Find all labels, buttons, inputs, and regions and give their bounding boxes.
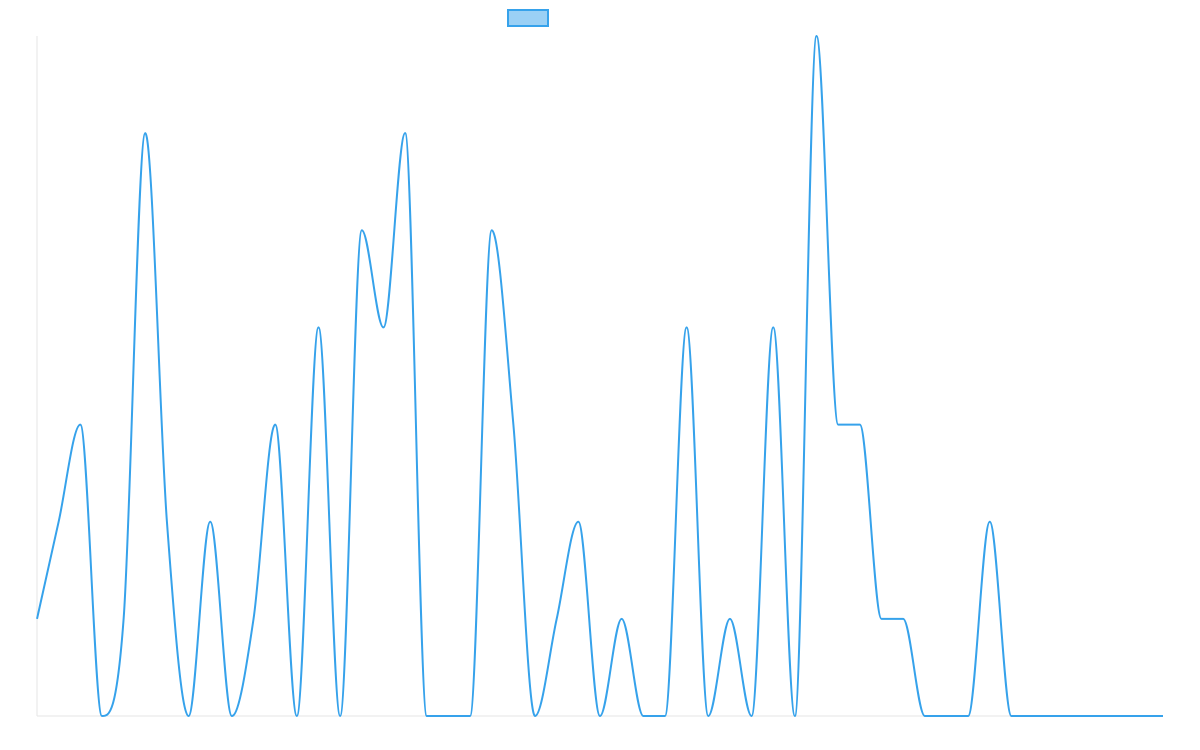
data-point[interactable]: [445, 713, 451, 719]
data-point[interactable]: [705, 713, 711, 719]
data-point[interactable]: [186, 713, 192, 719]
data-point[interactable]: [1095, 713, 1101, 719]
data-point[interactable]: [727, 616, 733, 622]
data-point[interactable]: [77, 422, 83, 428]
data-point[interactable]: [1117, 713, 1123, 719]
data-point[interactable]: [619, 616, 625, 622]
data-point[interactable]: [922, 713, 928, 719]
data-point[interactable]: [554, 616, 560, 622]
data-point[interactable]: [1052, 713, 1058, 719]
data-point[interactable]: [792, 713, 798, 719]
data-point[interactable]: [1008, 713, 1014, 719]
data-point[interactable]: [56, 519, 62, 525]
data-point[interactable]: [229, 713, 235, 719]
series-line-0[interactable]: [36, 35, 1163, 717]
data-point[interactable]: [900, 616, 906, 622]
data-point[interactable]: [662, 713, 668, 719]
data-point[interactable]: [34, 616, 40, 622]
data-point[interactable]: [965, 713, 971, 719]
data-point[interactable]: [640, 713, 646, 719]
data-point[interactable]: [359, 227, 365, 233]
data-point[interactable]: [207, 519, 213, 525]
data-point[interactable]: [272, 422, 278, 428]
data-point[interactable]: [121, 616, 127, 622]
data-point[interactable]: [597, 713, 603, 719]
data-point[interactable]: [987, 519, 993, 525]
data-point[interactable]: [337, 713, 343, 719]
data-point[interactable]: [879, 616, 885, 622]
data-point[interactable]: [1138, 713, 1144, 719]
data-point[interactable]: [770, 324, 776, 330]
data-point[interactable]: [857, 422, 863, 428]
data-point[interactable]: [489, 227, 495, 233]
data-point[interactable]: [814, 33, 820, 39]
data-point[interactable]: [510, 422, 516, 428]
series-layer: [34, 33, 1166, 719]
data-point[interactable]: [749, 713, 755, 719]
data-point[interactable]: [251, 616, 257, 622]
data-point[interactable]: [467, 713, 473, 719]
data-point[interactable]: [835, 422, 841, 428]
data-point[interactable]: [943, 713, 949, 719]
data-point[interactable]: [684, 324, 690, 330]
data-point[interactable]: [424, 713, 430, 719]
data-point[interactable]: [1160, 713, 1166, 719]
legend-swatch[interactable]: [507, 9, 549, 27]
data-point[interactable]: [142, 130, 148, 136]
data-point[interactable]: [380, 324, 386, 330]
axes: [36, 36, 1163, 717]
data-point[interactable]: [294, 713, 300, 719]
data-point[interactable]: [164, 519, 170, 525]
data-point[interactable]: [316, 324, 322, 330]
data-point[interactable]: [1073, 713, 1079, 719]
data-point[interactable]: [532, 713, 538, 719]
legend[interactable]: [507, 9, 549, 27]
data-point[interactable]: [99, 713, 105, 719]
data-point[interactable]: [575, 519, 581, 525]
data-point[interactable]: [402, 130, 408, 136]
data-point[interactable]: [1030, 713, 1036, 719]
